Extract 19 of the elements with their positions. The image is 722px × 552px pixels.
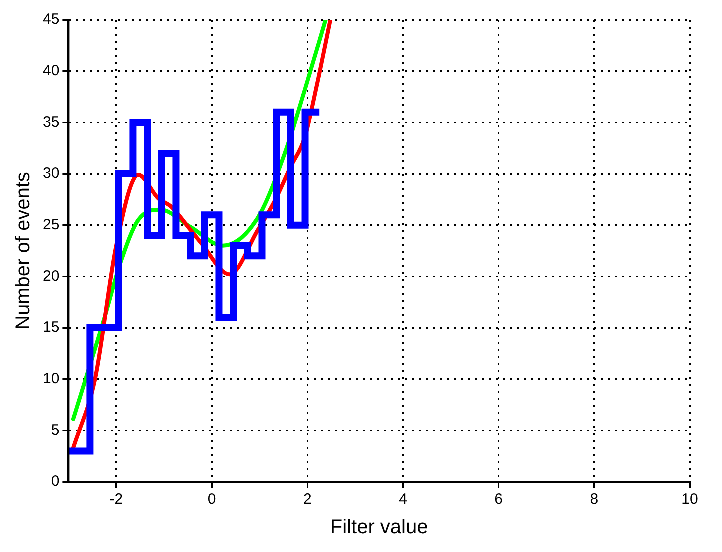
y-tick-label: 45 — [42, 11, 60, 28]
y-tick-label: 0 — [51, 473, 60, 490]
x-tick-label: 4 — [399, 491, 408, 508]
x-tick-label: 2 — [303, 491, 312, 508]
y-tick-label: 30 — [42, 165, 60, 182]
y-tick-label: 10 — [42, 370, 60, 388]
y-tick-label: 15 — [42, 319, 60, 336]
x-tick-label: 0 — [208, 491, 216, 508]
x-tick-label: 6 — [494, 491, 503, 508]
y-tick-label: 20 — [42, 268, 60, 285]
y-axis-title: Number of events — [12, 172, 35, 330]
y-tick-label: 5 — [51, 422, 60, 439]
x-axis-title: Filter value — [330, 516, 428, 539]
y-tick-label: 35 — [42, 114, 60, 131]
x-tick-label: -2 — [110, 491, 124, 508]
y-tick-label: 40 — [42, 62, 60, 80]
y-tick-label: 25 — [42, 216, 60, 234]
x-tick-label: 10 — [682, 491, 698, 508]
x-tick-label: 8 — [590, 491, 599, 508]
